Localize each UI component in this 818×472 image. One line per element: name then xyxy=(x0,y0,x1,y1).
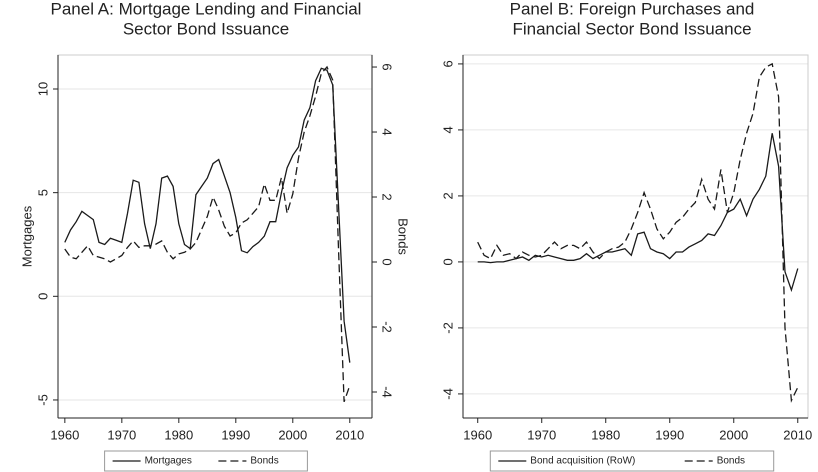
legend-label: Mortgages xyxy=(145,456,192,467)
chart-title: Panel A: Mortgage Lending and Financial xyxy=(51,0,362,18)
series-line xyxy=(64,67,351,363)
chart-title: Sector Bond Issuance xyxy=(123,19,289,38)
series-line xyxy=(477,133,799,293)
y-tick-label: 0 xyxy=(440,258,455,265)
y2-tick-label: 2 xyxy=(380,193,395,200)
x-tick-label: 1960 xyxy=(50,427,79,442)
plot-frame xyxy=(462,54,809,419)
y-tick-label: 10 xyxy=(35,82,50,96)
legend-label: Bonds xyxy=(250,456,278,467)
legend-box xyxy=(104,450,308,472)
y-tick-label: 6 xyxy=(440,60,455,67)
x-tick-label: 1970 xyxy=(107,427,136,442)
x-tick-label: 2000 xyxy=(278,427,307,442)
legend-box xyxy=(489,450,775,472)
y2-tick-label: -4 xyxy=(380,386,395,398)
x-tick-label: 1970 xyxy=(527,427,556,442)
chart-title: Financial Sector Bond Issuance xyxy=(512,19,751,38)
y-tick-label: 4 xyxy=(440,126,455,133)
x-tick-label: 1980 xyxy=(591,427,620,442)
series-line xyxy=(477,62,799,403)
plot-frame xyxy=(57,54,373,419)
y-tick-label: -4 xyxy=(440,388,455,400)
x-tick-label: 2010 xyxy=(335,427,364,442)
y-axis-label: Mortgages xyxy=(19,205,34,267)
y-tick-label: 2 xyxy=(440,192,455,199)
y2-tick-label: 4 xyxy=(380,128,395,135)
legend-label: Bond acquisition (RoW) xyxy=(530,456,635,467)
y2-tick-label: 6 xyxy=(380,63,395,70)
y2-tick-label: -2 xyxy=(380,321,395,333)
legend-label: Bonds xyxy=(717,456,745,467)
x-tick-label: 1990 xyxy=(655,427,684,442)
y-tick-label: -2 xyxy=(440,322,455,334)
x-tick-label: 1980 xyxy=(164,427,193,442)
x-tick-label: 1990 xyxy=(221,427,250,442)
y-tick-label: 0 xyxy=(35,293,50,300)
chart-title: Panel B: Foreign Purchases and xyxy=(510,0,755,18)
y-tick-label: -5 xyxy=(35,394,50,406)
y2-axis-label: Bonds xyxy=(396,218,411,255)
x-tick-label: 2010 xyxy=(783,427,812,442)
x-tick-label: 2000 xyxy=(719,427,748,442)
y2-tick-label: 0 xyxy=(380,258,395,265)
x-tick-label: 1960 xyxy=(463,427,492,442)
y-tick-label: 5 xyxy=(35,189,50,196)
series-line xyxy=(64,65,351,403)
